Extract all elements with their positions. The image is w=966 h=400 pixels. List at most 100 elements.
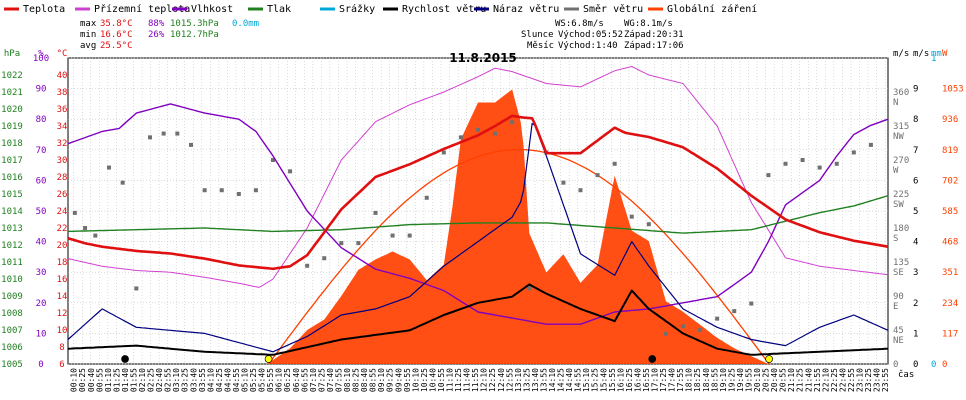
axis-temperature-tick: 20 bbox=[57, 241, 68, 251]
x-tick-label: 21:55 bbox=[813, 368, 822, 392]
axis-wind-speed-unit: m/s bbox=[913, 49, 929, 59]
stats-max-temp: 35.8°C bbox=[100, 19, 133, 29]
series-layer bbox=[67, 66, 889, 365]
wind-direction-point bbox=[161, 131, 166, 136]
axis-wind-speed-tick: 7 bbox=[913, 146, 918, 156]
x-axis-label: čas bbox=[898, 369, 914, 380]
wind-direction-point bbox=[83, 226, 88, 230]
x-tick-label: 04:40 bbox=[223, 368, 232, 392]
x-tick-label: 06:40 bbox=[292, 368, 301, 392]
x-tick-label: 17:25 bbox=[659, 368, 668, 392]
axis-humidity-tick: 30 bbox=[36, 268, 47, 278]
info-moonset: Západ:17:06 bbox=[624, 41, 684, 51]
info-sunrise: Východ:05:52 bbox=[558, 30, 623, 40]
axis-humidity-tick: 100 bbox=[33, 54, 49, 64]
axis-rain-tick: 0 bbox=[931, 360, 936, 370]
x-tick-label: 01:10 bbox=[104, 368, 113, 392]
legend-label: Náraz větru bbox=[493, 3, 559, 15]
legend-label: Vlhkost bbox=[191, 4, 233, 15]
x-tick-label: 21:40 bbox=[804, 368, 813, 392]
x-tick-label: 09:40 bbox=[394, 368, 403, 392]
wind-direction-point bbox=[322, 256, 327, 261]
axis-wind-direction-tick: 270 bbox=[893, 156, 909, 166]
wind-direction-point bbox=[851, 150, 856, 155]
axis-pressure-tick: 1012 bbox=[1, 241, 23, 251]
wind-direction-point bbox=[202, 188, 207, 193]
x-tick-label: 17:40 bbox=[668, 368, 677, 392]
axis-pressure-tick: 1013 bbox=[1, 224, 23, 234]
x-tick-label: 08:40 bbox=[360, 368, 369, 392]
series-wind-speed bbox=[67, 283, 889, 356]
wind-direction-point bbox=[715, 316, 720, 321]
axis-pressure-tick: 1010 bbox=[1, 275, 23, 285]
x-tick-label: 23:10 bbox=[856, 368, 865, 392]
stats-min-temp: 16.6°C bbox=[100, 30, 133, 40]
x-tick-label: 05:10 bbox=[241, 368, 250, 392]
x-tick-label: 19:25 bbox=[727, 368, 736, 392]
wind-direction-point bbox=[390, 233, 395, 238]
axis-wind-speed-tick: 6 bbox=[913, 176, 918, 186]
axis-pressure-unit: hPa bbox=[4, 49, 20, 59]
wind-direction-point bbox=[339, 241, 344, 246]
x-tick-label: 17:10 bbox=[651, 368, 660, 392]
x-tick-label: 10:40 bbox=[428, 368, 437, 392]
axis-wind-direction-unit: m/s bbox=[893, 49, 909, 59]
stats-block: max 35.8°C 88% 1015.3hPa 0.0mm min 16.6°… bbox=[80, 19, 259, 51]
x-tick-label: 00:10 bbox=[70, 368, 79, 392]
x-tick-label: 22:55 bbox=[847, 368, 856, 392]
wind-direction-point bbox=[527, 286, 532, 291]
x-tick-label: 17:55 bbox=[676, 368, 685, 392]
axis-humidity-tick: 20 bbox=[36, 299, 47, 309]
x-tick-label: 09:25 bbox=[386, 368, 395, 392]
wind-direction-point bbox=[868, 142, 873, 147]
series-solar-clear-sky bbox=[268, 148, 770, 365]
stats-min-label: min bbox=[80, 30, 96, 40]
x-tick-label: 09:55 bbox=[403, 368, 412, 392]
stats-max-rain: 0.0mm bbox=[232, 19, 259, 29]
axis-pressure-tick: 1022 bbox=[1, 71, 23, 81]
series-humidity bbox=[67, 103, 889, 325]
axis-pressure-tick: 1011 bbox=[1, 258, 23, 268]
wind-direction-point bbox=[107, 165, 111, 170]
marker-point bbox=[765, 355, 773, 363]
axis-temperature-tick: 14 bbox=[57, 292, 68, 302]
x-tick-label: 02:40 bbox=[155, 368, 164, 392]
axis-wind-direction-tick: 225 bbox=[893, 190, 909, 200]
axis-humidity-tick: 50 bbox=[36, 207, 47, 217]
x-tick-label: 16:10 bbox=[616, 368, 625, 392]
axis-humidity-tick: 90 bbox=[36, 85, 47, 95]
x-tick-label: 20:40 bbox=[770, 368, 779, 392]
axis-pressure-tick: 1017 bbox=[1, 156, 23, 166]
x-tick-label: 15:40 bbox=[599, 368, 608, 392]
axis-humidity-tick: 80 bbox=[36, 115, 47, 125]
x-tick-label: 19:10 bbox=[719, 368, 728, 392]
x-tick-label: 18:10 bbox=[685, 368, 694, 392]
x-tick-label: 16:25 bbox=[625, 368, 634, 392]
x-tick-label: 23:40 bbox=[873, 368, 882, 392]
axis-temperature-tick: 16 bbox=[57, 275, 68, 285]
axis-wind-direction-tick-compass: E bbox=[893, 302, 898, 312]
wind-direction-point bbox=[271, 158, 275, 162]
axis-wind-speed-tick: 9 bbox=[913, 85, 918, 95]
axis-humidity-tick: 0 bbox=[38, 360, 43, 370]
legend-label: Rychlost větru bbox=[402, 3, 486, 15]
x-tick-label: 20:55 bbox=[779, 368, 788, 392]
chart-title: 11.8.2015 bbox=[449, 51, 517, 65]
x-tick-label: 21:25 bbox=[796, 368, 805, 392]
x-tick-label: 20:25 bbox=[762, 368, 771, 392]
x-tick-label: 18:55 bbox=[710, 368, 719, 392]
axis-temperature-unit: °C bbox=[57, 49, 68, 59]
x-tick-label: 07:40 bbox=[326, 368, 335, 392]
axis-wind-direction-tick: 360 bbox=[893, 88, 909, 98]
wind-direction-point bbox=[253, 188, 258, 193]
x-tick-label: 18:40 bbox=[702, 368, 711, 392]
wind-direction-point bbox=[441, 150, 446, 155]
x-tick-label: 07:10 bbox=[309, 368, 318, 392]
axis-wind-direction-tick-compass: SE bbox=[893, 268, 904, 278]
x-tick-label: 05:55 bbox=[266, 368, 275, 392]
wind-direction-point bbox=[629, 214, 634, 219]
axis-wind-direction-tick: 135 bbox=[893, 258, 909, 268]
x-tick-label: 08:10 bbox=[343, 368, 352, 392]
x-tick-label: 07:55 bbox=[335, 368, 344, 392]
axis-solar-tick: 1053 bbox=[942, 85, 964, 95]
